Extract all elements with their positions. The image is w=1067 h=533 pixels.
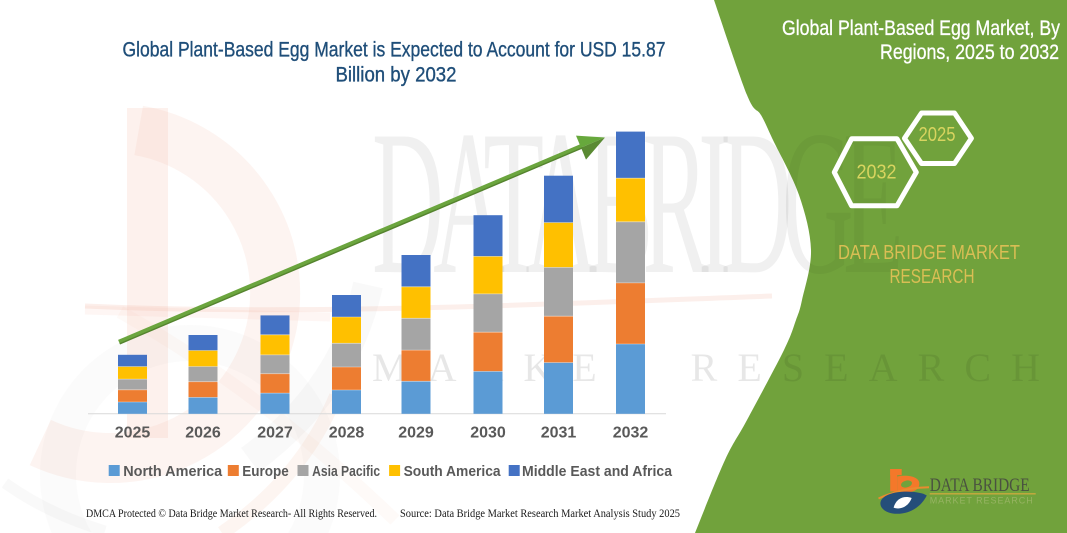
svg-text:2032: 2032 xyxy=(857,162,897,184)
svg-text:2025: 2025 xyxy=(919,124,956,146)
svg-text:Middle East and Africa: Middle East and Africa xyxy=(522,464,673,480)
svg-text:2028: 2028 xyxy=(329,425,365,442)
svg-text:2029: 2029 xyxy=(398,425,434,442)
svg-text:2026: 2026 xyxy=(185,425,221,442)
svg-text:2030: 2030 xyxy=(470,425,506,442)
svg-text:2027: 2027 xyxy=(257,425,293,442)
svg-text:Billion by 2032: Billion by 2032 xyxy=(336,64,457,87)
svg-text:Europe: Europe xyxy=(242,464,288,480)
svg-text:North America: North America xyxy=(123,464,223,480)
svg-text:2031: 2031 xyxy=(541,425,577,442)
svg-text:DATA BRIDGE: DATA BRIDGE xyxy=(930,475,1030,496)
svg-text:Source: Data Bridge Market Res: Source: Data Bridge Market Research Mark… xyxy=(400,508,680,520)
svg-text:2025: 2025 xyxy=(115,425,151,442)
svg-text:RESEARCH: RESEARCH xyxy=(890,266,975,288)
svg-text:Regions, 2025 to 2032: Regions, 2025 to 2032 xyxy=(880,41,1059,64)
svg-text:Asia Pacific: Asia Pacific xyxy=(312,464,380,480)
svg-text:MARKET RESEARCH: MARKET RESEARCH xyxy=(930,495,1033,505)
svg-text:South America: South America xyxy=(404,464,502,480)
svg-text:DMCA Protected © Data Bridge M: DMCA Protected © Data Bridge Market Rese… xyxy=(86,508,377,520)
svg-text:DATA BRIDGE MARKET: DATA BRIDGE MARKET xyxy=(838,242,1020,264)
svg-text:Global Plant-Based Egg Market,: Global Plant-Based Egg Market, By xyxy=(782,17,1060,40)
svg-text:Global Plant-Based Egg Market: Global Plant-Based Egg Market is Expecte… xyxy=(123,39,666,62)
svg-text:2032: 2032 xyxy=(613,425,649,442)
